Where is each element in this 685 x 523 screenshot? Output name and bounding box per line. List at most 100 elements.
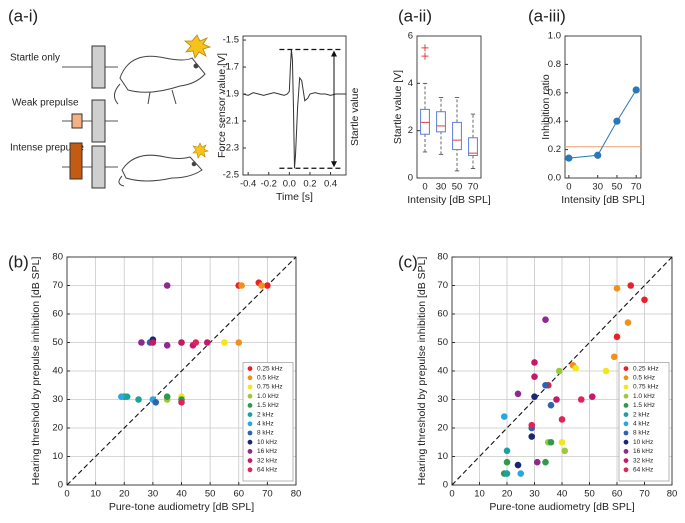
data-point: [624, 319, 632, 326]
data-point: [135, 396, 142, 403]
panel: (a-iii) 0.0 0.2 0.4 0.6 0.8 1.0 0 30 50 70Intensit…: [528, 6, 645, 205]
x-tick-label: 20: [119, 489, 130, 500]
legend-label: 1.5 kHz: [257, 402, 279, 409]
y-tick-label: 50: [437, 337, 448, 348]
data-point: [558, 416, 566, 423]
legend-marker: [623, 439, 629, 445]
data-point: [542, 381, 549, 389]
data-point: [514, 461, 522, 469]
y-tick-label: 50: [52, 337, 63, 348]
box: [420, 108, 430, 135]
x-tick-label: 50: [452, 182, 463, 193]
data-point: [542, 316, 549, 324]
data-point: [594, 151, 602, 159]
panel: (a-i) -1.5 -1.7 -1.9 -2.1 -2.3 -2.5-0.4 -0.2 0.0…: [8, 6, 361, 202]
data-point: [514, 390, 522, 398]
y-tick-label: 0.6: [548, 87, 561, 98]
x-axis-label: Pure-tone audiometry [dB SPL]: [109, 501, 254, 513]
y-tick-label: 0: [408, 173, 413, 184]
panel-label: (b): [8, 252, 29, 271]
x-tick-label: 50: [584, 489, 595, 500]
y-tick-label: 2: [408, 125, 413, 136]
condition-label: Intense prepulse: [10, 143, 84, 154]
legend-marker: [623, 458, 629, 463]
data-point: [500, 413, 508, 420]
intense-prepulse: [69, 142, 83, 180]
data-point: [610, 353, 618, 361]
x-tick-label: 30: [592, 182, 603, 193]
condition-label: Weak prepulse: [12, 98, 79, 109]
box: [452, 121, 462, 151]
data-point: [613, 333, 621, 341]
legend-label: 16 kHz: [633, 448, 653, 455]
y-tick-label: 10: [437, 451, 448, 462]
x-tick-label: 0.2: [303, 179, 316, 190]
legend-label: 2 kHz: [633, 411, 650, 418]
mouse-drawing: [114, 55, 206, 105]
x-tick-label: 60: [612, 489, 623, 500]
condition-label: Startle only: [10, 53, 60, 64]
x-tick-label: 40: [176, 489, 187, 500]
x-axis-label: Intensity [dB SPL]: [561, 194, 645, 206]
startle-stimulus: [91, 99, 106, 143]
legend-marker: [623, 467, 629, 473]
data-point: [178, 399, 185, 406]
y-axis-label: Force sensor value [V]: [216, 53, 228, 158]
box: [436, 111, 446, 133]
y-tick-label: 80: [52, 252, 63, 263]
legend-label: 32 kHz: [257, 457, 277, 464]
plot-frame: [564, 35, 642, 179]
panel: (a-ii) 0 2 4 6 Intensity [dB SPL] Startle valu…: [392, 6, 491, 205]
legend-marker: [247, 467, 253, 473]
x-tick-label: -0.4: [240, 179, 256, 190]
legend-marker: [623, 412, 629, 417]
startle-stimulus: [91, 145, 106, 189]
x-tick-label: 20: [502, 489, 513, 500]
legend-label: 64 kHz: [257, 467, 277, 474]
outlier: [421, 52, 429, 60]
legend-marker: [247, 384, 253, 390]
legend-marker: [247, 403, 253, 408]
data-line: [568, 89, 637, 159]
legend-label: 1.0 kHz: [257, 393, 279, 400]
y-tick-label: 30: [52, 394, 63, 405]
legend-label: 0.25 kHz: [257, 365, 283, 372]
plot-frame: [416, 35, 482, 179]
legend-marker: [623, 384, 629, 390]
mouse-drawing: [118, 154, 203, 187]
legend-label: 8 kHz: [633, 430, 650, 437]
legend-label: 1.5 kHz: [633, 402, 655, 409]
data-line: [242, 49, 346, 169]
data-point: [528, 433, 536, 440]
data-point: [503, 458, 511, 466]
data-point: [613, 117, 621, 125]
data-point: [555, 367, 563, 375]
data-point: [138, 339, 145, 346]
panel-label: (a-i): [8, 6, 38, 25]
data-point: [264, 282, 271, 289]
data-point: [528, 421, 536, 429]
x-tick-label: 10: [90, 489, 101, 500]
data-point: [531, 359, 538, 366]
data-point: [221, 339, 228, 346]
x-tick-label: 80: [667, 489, 678, 500]
startle-star-small: [192, 142, 209, 159]
legend-marker: [247, 421, 253, 427]
y-tick-label: 0.2: [548, 144, 561, 155]
y-tick-label: 60: [437, 309, 448, 320]
y-axis-label: Hearing threshold by prepulse inhibition…: [416, 257, 428, 486]
y-tick-label: 20: [437, 423, 448, 434]
data-point: [152, 399, 160, 406]
y-axis-label: Hearing threshold by prepulse inhibition…: [30, 257, 42, 486]
annotation: Startle value: [349, 88, 361, 147]
data-point: [203, 339, 211, 346]
data-point: [238, 282, 245, 289]
legend-marker: [247, 412, 253, 417]
data-point: [561, 447, 569, 455]
data-point: [163, 393, 171, 400]
legend-marker: [623, 375, 629, 381]
data-point: [503, 470, 511, 477]
data-point: [178, 339, 185, 346]
x-tick-label: 0: [422, 182, 427, 193]
legend-label: 0.5 kHz: [633, 375, 655, 382]
